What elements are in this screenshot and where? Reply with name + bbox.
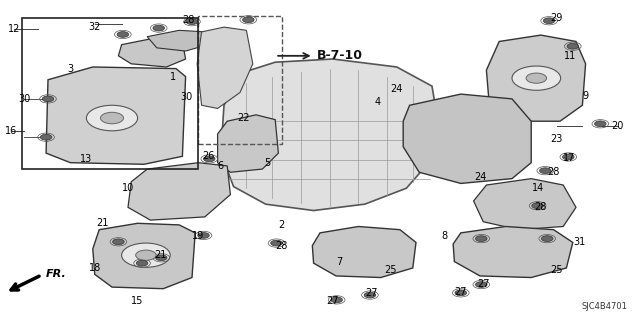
Polygon shape (128, 163, 230, 220)
Text: 18: 18 (88, 263, 101, 273)
Text: 27: 27 (326, 296, 339, 307)
Text: 16: 16 (5, 126, 18, 136)
Polygon shape (403, 94, 531, 183)
Polygon shape (197, 27, 253, 108)
Text: 24: 24 (474, 172, 486, 182)
Text: 28: 28 (534, 202, 547, 212)
Circle shape (543, 18, 555, 24)
Circle shape (117, 32, 129, 37)
Text: 28: 28 (547, 167, 560, 177)
Polygon shape (93, 223, 195, 289)
Text: 1: 1 (170, 71, 176, 82)
Text: 17: 17 (563, 153, 576, 163)
Bar (198, 16, 282, 144)
Circle shape (541, 236, 553, 241)
Text: 25: 25 (550, 264, 563, 275)
Text: B-7-10: B-7-10 (317, 49, 363, 62)
Text: 20: 20 (611, 121, 624, 131)
Circle shape (476, 282, 487, 287)
Text: 28: 28 (275, 241, 288, 251)
Circle shape (331, 297, 342, 303)
Circle shape (271, 240, 282, 246)
Text: 22: 22 (237, 113, 250, 123)
Circle shape (136, 250, 156, 260)
Text: 31: 31 (573, 237, 586, 248)
Text: 19: 19 (192, 231, 205, 241)
Circle shape (100, 112, 124, 124)
Circle shape (526, 73, 547, 83)
Text: 27: 27 (477, 279, 490, 289)
Polygon shape (486, 35, 586, 121)
Circle shape (42, 96, 54, 102)
Circle shape (532, 203, 543, 209)
Circle shape (512, 66, 561, 90)
Polygon shape (312, 226, 416, 278)
Text: 14: 14 (531, 183, 544, 193)
Text: 2: 2 (278, 220, 285, 230)
Text: 25: 25 (384, 264, 397, 275)
Text: 30: 30 (180, 92, 193, 102)
Text: 21: 21 (154, 250, 166, 260)
Circle shape (567, 43, 579, 49)
Circle shape (364, 292, 376, 298)
Text: 3: 3 (67, 63, 74, 74)
Polygon shape (218, 115, 278, 172)
Polygon shape (46, 67, 186, 164)
Polygon shape (118, 38, 186, 67)
Circle shape (113, 239, 124, 245)
Polygon shape (147, 30, 208, 51)
Text: 21: 21 (96, 218, 109, 228)
Circle shape (243, 17, 254, 23)
Circle shape (136, 260, 148, 266)
Text: 26: 26 (202, 151, 214, 161)
Text: 5: 5 (264, 158, 271, 168)
Text: 32: 32 (88, 22, 101, 32)
Text: 4: 4 (374, 97, 381, 107)
Text: 7: 7 (336, 256, 342, 267)
Text: 28: 28 (182, 15, 195, 25)
Text: 8: 8 (442, 231, 448, 241)
Text: 13: 13 (80, 154, 93, 165)
Circle shape (122, 243, 170, 267)
Circle shape (86, 105, 138, 131)
Text: FR.: FR. (46, 269, 67, 279)
Polygon shape (474, 179, 576, 230)
Circle shape (198, 233, 209, 238)
Circle shape (204, 156, 215, 162)
Circle shape (476, 236, 487, 241)
Polygon shape (453, 226, 573, 278)
Text: 6: 6 (218, 161, 224, 171)
Circle shape (563, 154, 574, 160)
Text: 24: 24 (390, 84, 403, 94)
Text: 15: 15 (131, 296, 144, 307)
Text: 29: 29 (550, 12, 563, 23)
Text: 23: 23 (550, 134, 563, 144)
Circle shape (595, 121, 606, 127)
Text: 9: 9 (582, 91, 589, 101)
Text: 30: 30 (18, 94, 31, 104)
Circle shape (455, 290, 467, 296)
Text: 11: 11 (563, 51, 576, 61)
Polygon shape (221, 59, 438, 211)
Circle shape (156, 255, 167, 261)
Text: 12: 12 (8, 24, 20, 34)
Text: 27: 27 (365, 288, 378, 299)
Text: SJC4B4701: SJC4B4701 (581, 302, 627, 311)
Circle shape (540, 168, 551, 174)
Circle shape (40, 134, 52, 140)
Text: 10: 10 (122, 183, 134, 193)
Circle shape (186, 19, 198, 25)
Bar (22, 18, 198, 169)
Text: 27: 27 (454, 287, 467, 297)
Circle shape (153, 25, 164, 31)
